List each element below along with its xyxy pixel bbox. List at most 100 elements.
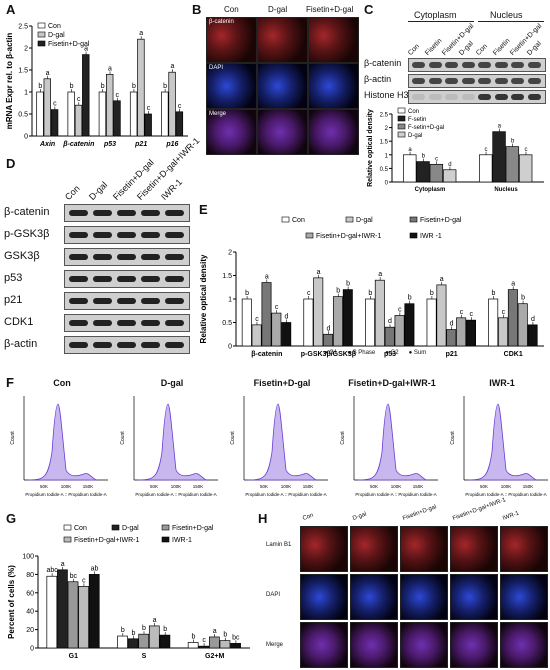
blot-band	[412, 78, 425, 84]
histogram-y-label: Count	[10, 431, 16, 445]
A-bar	[144, 113, 152, 137]
panel-h-micrograph	[500, 622, 548, 668]
C-sig-letter: a	[408, 147, 412, 153]
blot-c-histone	[408, 90, 546, 104]
blot-band	[141, 342, 160, 348]
blot-d-row	[64, 314, 190, 332]
G-y-tick-label: 40	[26, 609, 34, 616]
panel-label-a: A	[6, 2, 16, 17]
blot-d-row	[64, 248, 190, 266]
C-bar	[505, 146, 520, 183]
A-bar	[168, 71, 176, 137]
C-y-tick-label: 2.5	[380, 113, 389, 119]
E-sig-letter: c	[460, 309, 464, 316]
panel-d-row-label: β-actin	[4, 338, 38, 350]
E-bar	[251, 324, 262, 347]
E-bar	[394, 315, 405, 347]
A-y-tick-label: 2.5	[18, 24, 28, 31]
G-sig-letter: b	[192, 633, 196, 640]
micro-b-row-label-merge: Merge	[209, 111, 227, 117]
blot-band	[117, 254, 136, 260]
G-legend-swatch	[111, 524, 120, 531]
E-sig-letter: c	[398, 306, 402, 313]
E-legend-label: Fisetin+D-gal+IWR-1	[316, 233, 381, 240]
panel-c-lane-label: D-gal	[458, 40, 475, 57]
blot-band	[412, 94, 425, 100]
histogram-x-tick: 150K	[83, 484, 94, 489]
blot-band	[165, 254, 184, 260]
blot-band	[494, 94, 508, 100]
micro-b-catenin-dgal	[257, 17, 308, 63]
histogram-x-tick: 50K	[150, 484, 158, 489]
E-bar	[507, 289, 518, 347]
chart-c-relative-density: 0 0.5 1 1.5 2 2.5 Relative optical density a b c d…	[367, 107, 544, 193]
G-sig-letter: c	[82, 577, 86, 584]
blot-band	[93, 342, 112, 348]
histogram-g1-peak	[27, 403, 98, 481]
blot-band	[165, 298, 184, 304]
G-sig-letter: b	[142, 625, 146, 632]
histogram-g1-peak	[357, 403, 428, 481]
histogram-x-label: Propidium Iodide-A :: Propidium Iodide-A	[355, 492, 436, 497]
G-sig-letter: b	[163, 626, 167, 633]
G-y-tick-label: 20	[26, 627, 34, 634]
C-sig-letter: d	[448, 162, 451, 168]
blot-band	[445, 78, 458, 84]
blot-d-row	[64, 292, 190, 310]
G-bar	[127, 638, 139, 649]
G-sig-letter: ab	[91, 565, 99, 572]
A-bar	[175, 111, 184, 137]
E-sig-letter: d	[450, 321, 454, 328]
C-legend-swatch	[397, 131, 406, 138]
panel-c-lane-label: Fisetin	[424, 37, 444, 57]
blot-band	[69, 254, 88, 260]
A-sig-letter: b	[101, 83, 105, 90]
C-bar	[492, 131, 506, 183]
histogram-x-tick: 100K	[281, 484, 292, 489]
C-bar	[479, 154, 493, 183]
panel-f-legend-item: ● Sum	[408, 350, 427, 356]
G-legend-swatch	[63, 536, 72, 543]
A-sig-letter: a	[84, 46, 88, 53]
C-legend-swatch	[397, 115, 406, 122]
E-bar	[261, 282, 272, 347]
A-legend-swatch	[37, 40, 46, 47]
E-legend-label: Con	[292, 217, 305, 224]
E-x-tick-label: p21	[446, 351, 458, 358]
A-bar	[74, 104, 83, 137]
micro-b-dapi-dgal	[257, 63, 308, 109]
micro-b-merge-fisetin	[308, 109, 359, 155]
E-sig-letter: b	[368, 290, 372, 297]
C-sig-letter: c	[435, 156, 438, 162]
histogram-y-label: Count	[120, 431, 126, 445]
E-sig-letter: a	[440, 276, 444, 283]
E-sig-letter: b	[346, 281, 350, 288]
C-legend-swatch	[397, 107, 406, 114]
blot-band	[141, 298, 160, 304]
micro-b-merge-con: Merge	[206, 109, 257, 155]
panel-d-row-label: CDK1	[4, 316, 34, 328]
panel-f-histogram-title: Fisetin+D-gal+IWR-1	[348, 378, 436, 388]
histogram-g1-peak	[247, 403, 318, 481]
panel-c-lane-label: Fisetin	[492, 37, 512, 57]
panel-h-micrograph	[300, 526, 348, 572]
A-sig-letter: b	[70, 83, 74, 90]
blot-band	[527, 94, 541, 100]
G-legend-label: Fisetin+D-gal	[172, 525, 214, 532]
histogram-x-tick: 50K	[260, 484, 268, 489]
A-bar	[137, 38, 145, 137]
G-sig-letter: b	[223, 632, 227, 639]
G-bar	[230, 643, 241, 649]
C-legend-label: F-setin+D-gal	[408, 125, 444, 131]
E-sig-letter: b	[245, 290, 249, 297]
G-sig-letter: a	[213, 628, 217, 635]
A-bar	[98, 91, 107, 137]
blot-band	[165, 210, 184, 216]
E-y-tick-label: 1	[228, 297, 232, 304]
C-bar	[403, 154, 417, 183]
histogram-x-label: Propidium Iodide-A :: Propidium Iodide-A	[245, 492, 326, 497]
E-sig-letter: d	[531, 316, 535, 323]
